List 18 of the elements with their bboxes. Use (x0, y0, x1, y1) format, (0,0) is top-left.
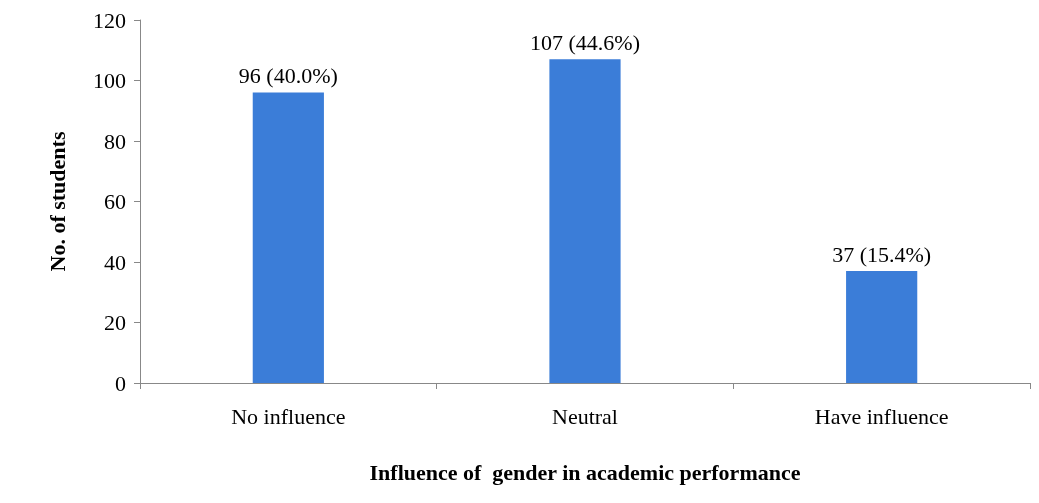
y-axis-title: No. of students (44, 131, 70, 272)
bar (846, 271, 918, 383)
data-label: 37 (15.4%) (832, 241, 932, 267)
y-tick-label: 60 (104, 189, 126, 214)
x-tick-label: Neutral (552, 403, 618, 429)
y-tick-label: 80 (104, 128, 126, 154)
data-label: 96 (40.0%) (238, 63, 338, 89)
x-tick-label: No influence (231, 403, 346, 429)
bar (549, 59, 621, 383)
y-tick-label: 20 (104, 310, 126, 335)
y-tick-label: 0 (115, 370, 126, 396)
data-label: 107 (44.6%) (530, 29, 640, 55)
y-tick-label: 40 (104, 249, 126, 275)
bar (252, 92, 324, 383)
x-tick-label: Have influence (814, 403, 949, 429)
y-tick-label: 100 (93, 68, 126, 93)
x-axis-title: Influence of gender in academic performance (369, 459, 801, 485)
y-tick-label: 120 (93, 7, 126, 33)
